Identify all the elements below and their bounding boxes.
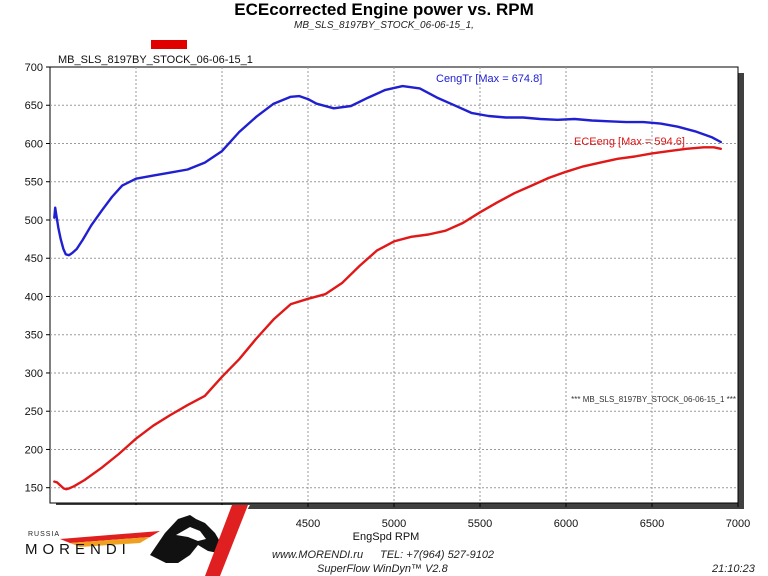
plot-shadow-bottom bbox=[56, 503, 744, 509]
plot-shadow-right bbox=[738, 73, 744, 509]
run-color-marker bbox=[151, 40, 187, 49]
footer-website[interactable]: www.MORENDI.ru bbox=[272, 549, 364, 561]
run-label: MB_SLS_8197BY_STOCK_06-06-15_1 bbox=[58, 54, 253, 66]
series-labels: CengTr [Max = 674.8] ECEeng [Max = 594.6] bbox=[436, 73, 685, 148]
run-annotation: *** MB_SLS_8197BY_STOCK_06-06-15_1 *** bbox=[571, 395, 736, 404]
brand-country: RUSSIA bbox=[28, 531, 61, 538]
series-line-eceeng bbox=[53, 146, 722, 491]
footer-time: 21:10:23 bbox=[712, 563, 755, 575]
brand-name: MORENDI bbox=[25, 541, 131, 558]
footer-telephone: TEL: +7(964) 527-9102 bbox=[380, 549, 495, 561]
y-tick-label: 300 bbox=[25, 368, 43, 380]
footer-software: SuperFlow WinDyn™ V2.8 bbox=[317, 563, 448, 575]
x-tick-label: 4500 bbox=[296, 518, 320, 530]
plot-shadow bbox=[56, 73, 744, 509]
x-tick-label: 5500 bbox=[468, 518, 492, 530]
y-tick-label: 150 bbox=[25, 483, 43, 495]
axis-ticks: 1502002503003504004505005506006507003500… bbox=[25, 62, 751, 530]
series-label-eceeng: ECEeng [Max = 594.6] bbox=[574, 136, 685, 148]
chart-subtitle: MB_SLS_8197BY_STOCK_06-06-15_1, bbox=[294, 20, 474, 31]
data-series bbox=[53, 84, 722, 491]
y-tick-label: 200 bbox=[25, 444, 43, 456]
series-label-cengtr: CengTr [Max = 674.8] bbox=[436, 73, 542, 85]
y-tick-label: 250 bbox=[25, 406, 43, 418]
y-tick-label: 600 bbox=[25, 138, 43, 150]
chart-title: ECEcorrected Engine power vs. RPM bbox=[234, 0, 534, 19]
y-tick-label: 700 bbox=[25, 62, 43, 74]
morendi-logo bbox=[0, 505, 250, 576]
x-axis-label: EngSpd RPM bbox=[353, 531, 420, 543]
y-tick-label: 350 bbox=[25, 330, 43, 342]
x-tick-label: 6000 bbox=[554, 518, 578, 530]
x-tick-label: 5000 bbox=[382, 518, 406, 530]
series-line-cengtr bbox=[53, 84, 722, 257]
grid-lines bbox=[50, 67, 738, 503]
x-tick-label: 6500 bbox=[640, 518, 664, 530]
y-tick-label: 500 bbox=[25, 215, 43, 227]
x-tick-label: 7000 bbox=[726, 518, 750, 530]
y-tick-label: 650 bbox=[25, 100, 43, 112]
y-tick-label: 400 bbox=[25, 291, 43, 303]
y-tick-label: 550 bbox=[25, 177, 43, 189]
y-tick-label: 450 bbox=[25, 253, 43, 265]
